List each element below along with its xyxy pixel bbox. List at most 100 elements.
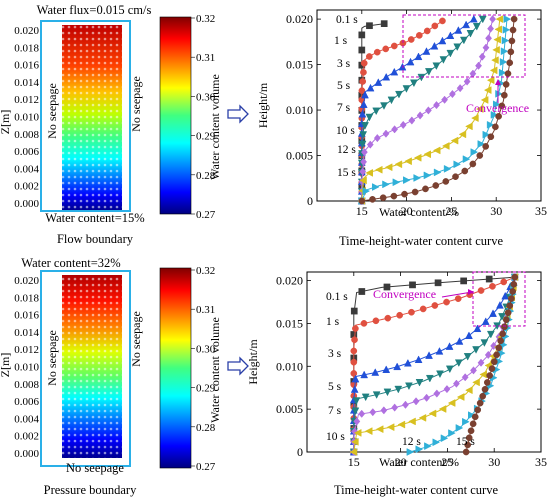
plot-frame (316, 9, 542, 202)
series-label: 10 s (326, 431, 345, 443)
series-label: 12 s (402, 436, 421, 448)
plot-frame (306, 271, 542, 453)
series-label: 3 s (328, 348, 342, 360)
data-point (395, 90, 403, 99)
data-point (428, 409, 437, 418)
data-point (358, 46, 366, 54)
colorbar-tick-label: 0.28 (196, 422, 216, 434)
colorbar: 0.32 0.31 0.30 0.29 0.28 0.27 Water content v… (159, 13, 222, 221)
z-tick-label: 0.000 (14, 448, 39, 460)
data-point (408, 417, 416, 426)
data-point (463, 353, 472, 361)
data-point (502, 316, 510, 324)
time-height-chart-flow: 15 20 25 30 35 0 0.005 0.010 0.015 0.020 Height/m W… (256, 9, 547, 248)
data-point (483, 379, 491, 386)
data-point (350, 381, 358, 388)
data-point (438, 36, 447, 45)
time-height-chart-pressure: 15 20 25 30 35 0 0.005 0.010 0.015 0.020 Height/m W… (246, 271, 547, 497)
data-point (492, 100, 501, 109)
y-tick-label: 0 (297, 445, 303, 459)
z-tick-label: 0.008 (14, 129, 39, 141)
data-point (506, 302, 514, 310)
z-tick-label: 0.004 (14, 163, 39, 175)
data-point (382, 72, 391, 81)
data-point (500, 278, 508, 286)
data-point (463, 77, 471, 86)
data-point (364, 427, 373, 436)
data-point (510, 280, 518, 288)
data-point (404, 157, 412, 166)
data-point (443, 385, 451, 394)
data-point (443, 298, 450, 306)
series-label: 10 s (336, 125, 355, 137)
x-tick-label: 35 (535, 455, 547, 469)
data-point (409, 281, 416, 289)
data-point (491, 56, 499, 65)
data-point (406, 57, 415, 66)
z-tick-label: 0.018 (14, 292, 39, 304)
data-point (484, 350, 492, 360)
data-point (502, 25, 511, 34)
data-point (425, 351, 433, 359)
data-point (454, 26, 463, 34)
data-point (360, 370, 369, 379)
series-label: 7 s (328, 405, 342, 417)
data-point (489, 66, 498, 75)
data-point (351, 437, 359, 446)
data-point (508, 295, 515, 302)
data-point (462, 448, 470, 456)
panel-caption: Flow boundary (57, 232, 134, 246)
data-point (365, 168, 373, 177)
data-point (360, 157, 367, 166)
data-point (489, 283, 496, 290)
convergence-arrow-head (495, 79, 501, 85)
data-point (372, 317, 380, 325)
data-point (351, 427, 358, 436)
data-point (434, 279, 442, 287)
data-point (489, 309, 497, 317)
data-point (511, 273, 519, 281)
data-point (482, 43, 490, 52)
colorbar-tick-labels: 0.32 0.31 0.30 0.29 0.28 0.27 (191, 13, 216, 221)
data-point (359, 100, 368, 108)
data-point (383, 388, 392, 397)
data-point (365, 113, 374, 122)
data-point (469, 420, 477, 428)
data-point (361, 393, 370, 402)
data-point (349, 448, 358, 456)
data-point (510, 15, 518, 23)
x-tick-label: 30 (488, 455, 500, 469)
y-tick-label: 0.010 (276, 359, 303, 373)
data-point (465, 331, 473, 340)
data-point (372, 107, 381, 116)
data-point (465, 122, 473, 131)
data-point (496, 301, 504, 309)
data-point (380, 102, 388, 110)
data-point (425, 374, 434, 383)
left-boundary-label: No seepage (45, 83, 59, 139)
colorbar-tick-label: 0.31 (196, 52, 215, 64)
data-point (350, 370, 358, 377)
pressure-boundary-panel: Water content=32% Z[m] 0.0200.0180.0160.… (0, 256, 222, 497)
convergence-box (472, 271, 526, 327)
data-point (423, 393, 431, 402)
data-point (471, 413, 479, 421)
data-point (477, 358, 485, 367)
data-point (413, 174, 421, 182)
data-point (501, 323, 508, 331)
data-point (461, 167, 469, 175)
data-point (486, 330, 495, 339)
colorbar-tick-label: 0.27 (196, 209, 216, 221)
chart-caption: Time-height-water content curve (334, 483, 499, 497)
data-point (431, 22, 439, 30)
panel-caption: Pressure boundary (44, 483, 137, 497)
data-point (478, 52, 486, 61)
data-point (433, 389, 441, 398)
data-point (482, 143, 490, 150)
convergence-label: Convergence (466, 101, 529, 115)
data-point (353, 417, 361, 426)
data-point (481, 317, 490, 325)
data-point (423, 27, 431, 35)
data-point (476, 152, 484, 159)
data-point (394, 160, 403, 169)
